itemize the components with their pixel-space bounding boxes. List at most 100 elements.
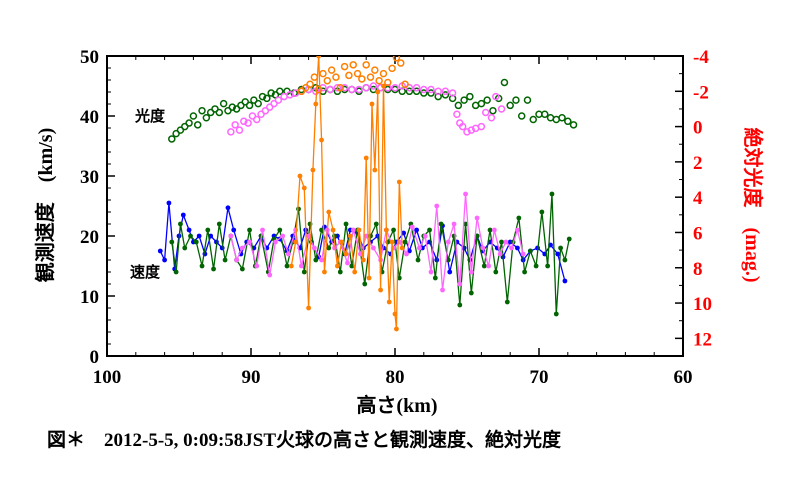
magnitude-point: [176, 126, 185, 134]
speed-point: [468, 290, 474, 296]
magnitude-point: [375, 76, 383, 85]
magnitude-point: [523, 96, 532, 104]
magnitude-point: [172, 129, 180, 138]
speed-point: [562, 257, 568, 263]
speed-point: [267, 272, 273, 278]
magnitude-point: [441, 91, 450, 99]
magnitude-point: [427, 85, 435, 94]
speed-point: [186, 227, 192, 233]
y2-tick-label: 2: [693, 153, 703, 174]
magnitude-point: [358, 75, 366, 83]
speed-point: [293, 227, 299, 233]
speed-point: [157, 248, 163, 254]
speed-point: [566, 236, 572, 242]
magnitude-point: [189, 112, 198, 120]
magnitude-point: [500, 78, 509, 87]
speed-point: [162, 257, 168, 263]
magnitude-point: [512, 96, 520, 104]
speed-point: [205, 227, 211, 233]
x-tick-label: 100: [93, 367, 122, 388]
magnitude-point: [198, 106, 206, 115]
speed-point: [286, 251, 291, 257]
magnitude-point: [391, 84, 399, 92]
speed-point: [381, 83, 386, 89]
speed-point: [180, 212, 186, 218]
magnitude-point: [193, 121, 202, 129]
speed-point: [310, 167, 316, 173]
speed-annotation: 速度: [130, 263, 161, 281]
y2-tick-label: -4: [693, 47, 709, 68]
magnitude-point: [211, 105, 219, 113]
magnitude-point: [412, 87, 421, 96]
speed-point: [339, 239, 345, 245]
speed-point: [211, 266, 216, 272]
magnitude-point: [441, 87, 450, 96]
magnitude-point: [310, 73, 319, 81]
magnitude-point: [405, 84, 414, 92]
speed-point: [369, 101, 375, 107]
magnitude-point: [564, 117, 572, 126]
speed-point: [503, 239, 509, 245]
speed-point: [373, 221, 379, 227]
speed-point: [306, 233, 311, 239]
magnitude-point: [276, 87, 284, 96]
magnitude-point: [250, 96, 258, 104]
speed-point: [349, 263, 355, 269]
speed-point: [428, 269, 434, 275]
speed-point: [457, 302, 463, 308]
magnitude-point: [529, 115, 537, 124]
speed-point: [545, 263, 551, 269]
magnitude-point: [340, 62, 349, 71]
magnitude-point: [231, 121, 239, 129]
speed-point: [316, 56, 322, 59]
magnitude-point: [215, 108, 224, 117]
speed-point: [299, 263, 304, 269]
speed-point: [555, 251, 561, 257]
speed-point: [363, 155, 369, 161]
magnitude-point: [489, 106, 497, 115]
speed-point: [228, 233, 234, 239]
magnitude-point: [257, 110, 265, 118]
y-axis-label: 観測速度 (km/s): [33, 128, 57, 282]
speed-point: [474, 215, 480, 221]
magnitude-point: [319, 69, 327, 78]
magnitude-point: [349, 61, 357, 69]
y2-tick-label: -2: [693, 82, 709, 103]
magnitude-point: [241, 98, 249, 106]
speed-point: [509, 245, 515, 251]
speed-point: [306, 305, 311, 311]
speed-point: [239, 245, 245, 251]
magnitude-point: [228, 103, 237, 111]
speed-point: [247, 227, 252, 233]
speed-point: [231, 227, 237, 233]
speed-point: [356, 227, 362, 233]
magnitude-point: [219, 99, 228, 108]
speed-point: [549, 191, 555, 197]
magnitude-point: [202, 114, 211, 122]
magnitude-point: [463, 128, 471, 136]
y2-tick-label: 6: [693, 223, 703, 244]
speed-point: [480, 245, 486, 251]
speed-point: [345, 260, 350, 266]
magnitude-point: [254, 99, 262, 108]
speed-point: [414, 227, 419, 233]
speed-point: [533, 263, 539, 269]
speed-point: [481, 263, 487, 269]
speed-point: [254, 263, 260, 269]
speed-point: [558, 245, 563, 251]
speed-series-line: [290, 56, 403, 330]
speed-point: [562, 278, 568, 284]
speed-point: [522, 269, 527, 275]
speed-point: [313, 101, 319, 107]
magnitude-point: [168, 135, 176, 143]
x-axis-label: 高さ(km): [356, 393, 437, 417]
speed-point: [515, 227, 520, 233]
magnitude-point: [477, 99, 486, 108]
speed-point: [451, 221, 457, 227]
magnitude-point: [420, 89, 428, 97]
magnitude-point: [366, 73, 375, 81]
speed-point: [326, 245, 332, 251]
magnitude-point: [558, 114, 566, 122]
y-tick-label: 30: [80, 167, 99, 188]
magnitude-point: [454, 101, 463, 110]
